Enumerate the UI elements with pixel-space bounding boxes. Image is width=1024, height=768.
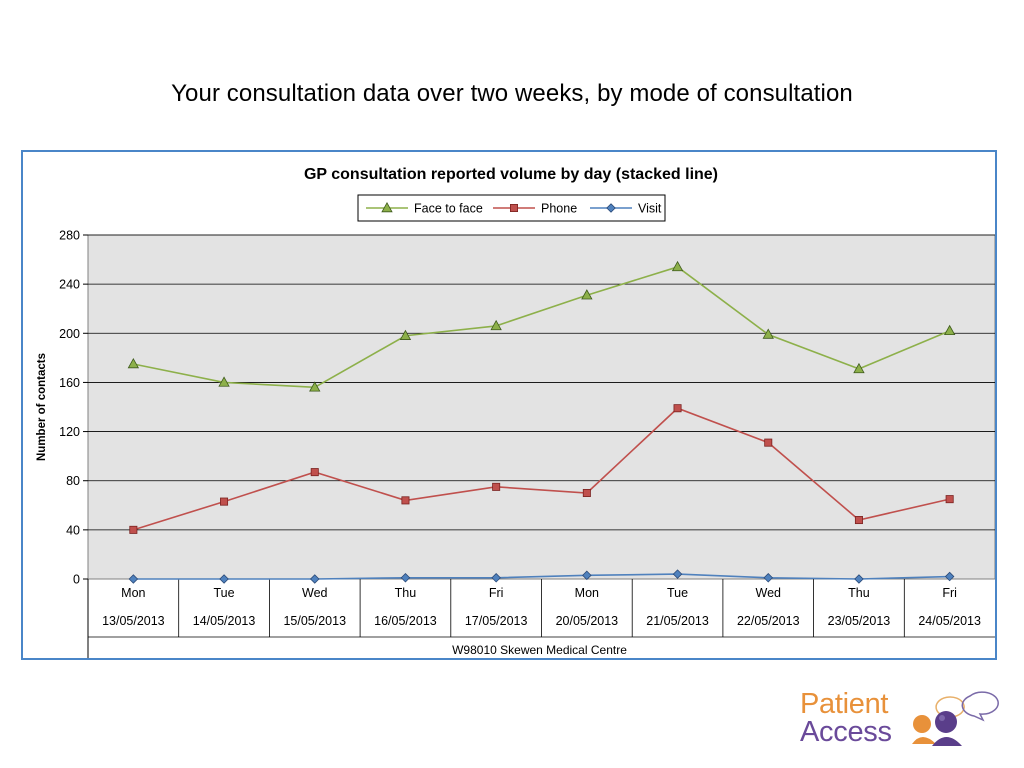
x-tick-day-label: Tue xyxy=(214,586,235,600)
x-tick-date-label: 24/05/2013 xyxy=(918,614,981,628)
data-point-visit xyxy=(582,570,592,581)
speech-bubble-people-icon xyxy=(912,691,999,746)
data-point-visit xyxy=(219,574,229,584)
data-point-visit xyxy=(309,574,320,584)
legend-marker xyxy=(509,204,518,213)
x-tick-day-label: Mon xyxy=(121,586,145,600)
legend-marker xyxy=(606,203,616,213)
chart-frame: GP consultation reported volume by day (… xyxy=(21,150,997,660)
data-point-face-to-face xyxy=(671,260,684,272)
data-point-phone xyxy=(764,438,773,447)
x-tick-day-label: Thu xyxy=(848,586,870,600)
data-point-face-to-face xyxy=(762,328,774,339)
data-point-visit xyxy=(400,573,411,583)
y-tick-label: 200 xyxy=(59,327,80,341)
data-point-phone xyxy=(945,495,954,504)
series-line-face-to-face xyxy=(133,266,950,389)
x-tick-date-label: 15/05/2013 xyxy=(283,614,346,628)
logo-text-patient: Patient xyxy=(800,688,889,720)
y-tick-label: 240 xyxy=(59,278,80,292)
data-point-face-to-face xyxy=(399,329,412,340)
data-point-face-to-face xyxy=(490,319,502,331)
legend-label: Phone xyxy=(541,202,577,216)
data-point-visit xyxy=(854,574,864,584)
data-point-face-to-face xyxy=(127,357,140,369)
x-tick-day-label: Tue xyxy=(667,586,688,600)
y-tick-label: 120 xyxy=(59,425,80,439)
y-tick-label: 160 xyxy=(59,376,80,390)
x-tick-day-label: Fri xyxy=(942,586,957,600)
logo-text-access: Access xyxy=(800,716,892,748)
data-point-face-to-face xyxy=(309,381,321,392)
data-point-phone xyxy=(310,468,319,477)
y-tick-label: 280 xyxy=(59,229,80,243)
data-point-phone xyxy=(129,525,138,534)
y-tick-label: 0 xyxy=(73,573,80,587)
y-tick-label: 80 xyxy=(66,474,80,488)
data-point-phone xyxy=(220,497,229,506)
data-point-phone xyxy=(401,496,410,505)
patient-access-logo: Patient Access xyxy=(800,688,1010,758)
data-point-visit xyxy=(491,573,501,583)
data-point-visit xyxy=(672,569,683,579)
data-point-visit xyxy=(763,573,774,583)
x-axis-group-label: W98010 Skewen Medical Centre xyxy=(452,643,627,657)
data-point-face-to-face xyxy=(581,289,593,300)
legend-marker xyxy=(381,201,393,213)
line-chart: GP consultation reported volume by day (… xyxy=(36,166,995,658)
x-tick-date-label: 23/05/2013 xyxy=(828,614,891,628)
x-tick-date-label: 13/05/2013 xyxy=(102,614,165,628)
y-axis-label: Number of contacts xyxy=(36,353,48,461)
x-tick-date-label: 17/05/2013 xyxy=(465,614,528,628)
series-line-visit xyxy=(133,573,950,580)
x-tick-date-label: 21/05/2013 xyxy=(646,614,709,628)
x-tick-day-label: Mon xyxy=(575,586,599,600)
plot-area xyxy=(87,234,995,580)
x-tick-date-label: 20/05/2013 xyxy=(556,614,619,628)
x-tick-day-label: Thu xyxy=(395,586,417,600)
slide-title: Your consultation data over two weeks, b… xyxy=(171,80,853,107)
chart-title: GP consultation reported volume by day (… xyxy=(304,166,718,183)
data-point-face-to-face xyxy=(853,362,865,374)
data-point-phone xyxy=(492,482,501,491)
data-point-phone xyxy=(854,516,863,525)
y-tick-label: 40 xyxy=(66,523,80,537)
data-point-visit xyxy=(128,574,139,584)
data-point-phone xyxy=(582,488,591,497)
x-tick-day-label: Wed xyxy=(756,586,782,600)
data-point-face-to-face xyxy=(218,376,230,387)
data-point-phone xyxy=(673,404,682,413)
x-tick-date-label: 22/05/2013 xyxy=(737,614,800,628)
data-point-visit xyxy=(944,571,955,582)
x-tick-day-label: Wed xyxy=(302,586,328,600)
data-point-face-to-face xyxy=(943,324,956,336)
x-tick-day-label: Fri xyxy=(489,586,504,600)
series-line-phone xyxy=(133,407,950,531)
legend-label: Visit xyxy=(638,202,662,216)
legend-label: Face to face xyxy=(414,202,483,216)
x-tick-date-label: 14/05/2013 xyxy=(193,614,256,628)
x-tick-date-label: 16/05/2013 xyxy=(374,614,437,628)
